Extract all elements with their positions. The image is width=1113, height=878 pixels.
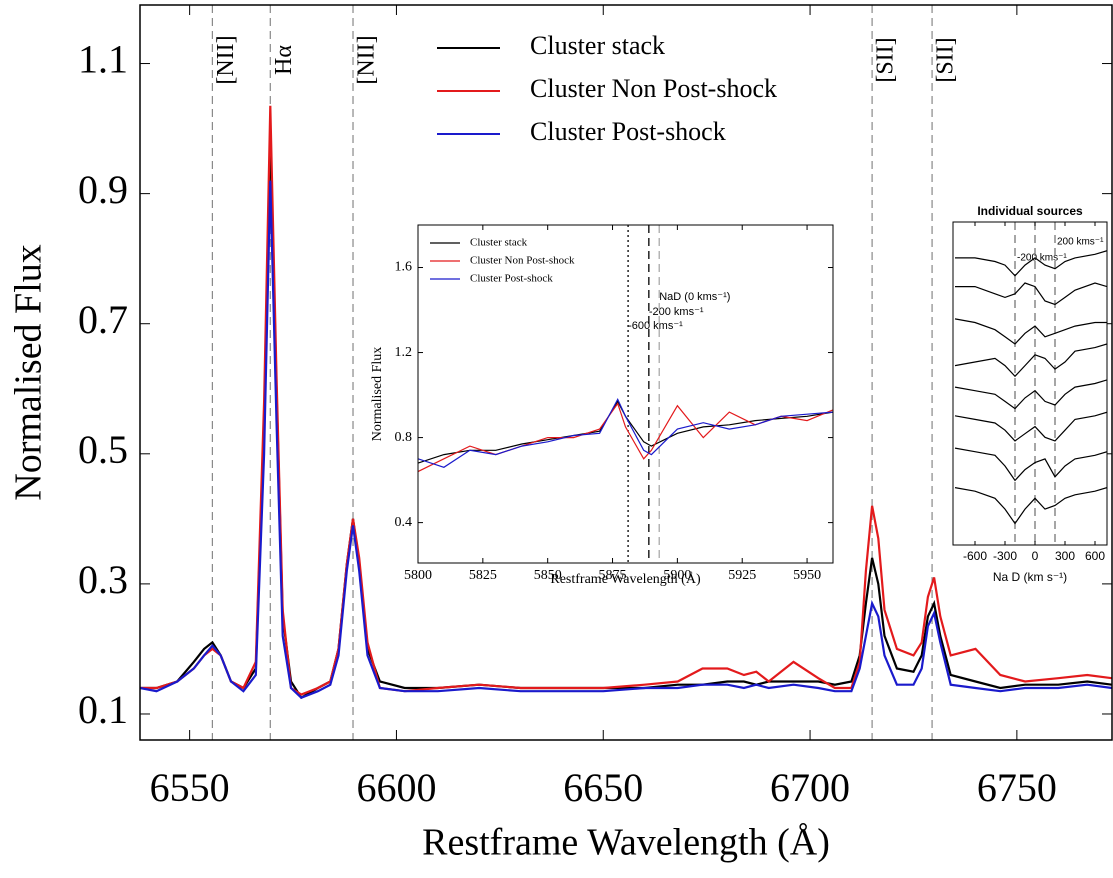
line-label: -200 kms⁻¹ bbox=[649, 306, 704, 318]
axes-frame bbox=[952, 221, 1108, 546]
y-tick-label: 0.8 bbox=[395, 430, 413, 445]
x-tick-label: 5950 bbox=[793, 568, 821, 583]
x-tick-label: 6650 bbox=[563, 765, 643, 810]
line-label: [NII] bbox=[213, 35, 239, 84]
series-line bbox=[955, 282, 1107, 306]
y-tick-label: 0.9 bbox=[78, 167, 128, 212]
legend-label: Cluster Non Post-shock bbox=[470, 255, 575, 267]
series-line bbox=[954, 318, 1107, 345]
y-tick-label: 0.5 bbox=[78, 427, 128, 472]
chart-0: [NII] Hα [NII] [SII] [SII] 6550 6600 6650 6700 67… bbox=[8, 4, 1113, 864]
x-tick-label: 300 bbox=[1055, 549, 1075, 563]
legend-label: Cluster stack bbox=[530, 31, 665, 60]
legend-label: Cluster Non Post-shock bbox=[530, 74, 777, 103]
y-tick-label: 0.4 bbox=[395, 515, 413, 530]
plot-background bbox=[953, 222, 1107, 545]
x-tick-label: 6750 bbox=[977, 765, 1057, 810]
line-label: [SII] bbox=[933, 37, 959, 82]
x-tick-label: -300 bbox=[993, 549, 1017, 563]
y-tick-label: 0.1 bbox=[78, 687, 128, 732]
x-tick-label: 5800 bbox=[404, 568, 432, 583]
legend-label: Cluster Post-shock bbox=[530, 117, 726, 146]
axes-frame bbox=[139, 4, 1113, 741]
chart-1: -600 kms⁻¹ -200 kms⁻¹ NaD (0 kms⁻¹) 5800 582… bbox=[370, 224, 834, 587]
chart-2: -200 kms⁻¹ 200 kms⁻¹ -600 -300 0 300 600 Na D (… bbox=[952, 204, 1108, 584]
y-axis-label: Normalised Flux bbox=[370, 347, 385, 442]
plot-background bbox=[418, 225, 833, 563]
series-line bbox=[955, 250, 1107, 277]
x-tick-label: 5850 bbox=[534, 568, 562, 583]
line-label: -200 kms⁻¹ bbox=[1017, 253, 1067, 264]
line-label: 200 kms⁻¹ bbox=[1057, 237, 1104, 248]
series-line bbox=[954, 411, 1107, 442]
series-line bbox=[954, 343, 1107, 378]
series-line bbox=[954, 447, 1107, 482]
y-tick-label: 1.2 bbox=[395, 345, 413, 360]
series-line bbox=[418, 397, 833, 468]
x-axis-label: Restframe Wavelength (Å) bbox=[422, 822, 830, 864]
line-label: -600 kms⁻¹ bbox=[628, 320, 683, 332]
legend-label: Cluster Post-shock bbox=[470, 273, 553, 285]
line-label: Hα bbox=[271, 45, 297, 75]
axes-frame bbox=[417, 224, 834, 564]
x-tick-label: 6700 bbox=[770, 765, 850, 810]
line-label: NaD (0 kms⁻¹) bbox=[659, 291, 730, 303]
x-tick-label: 5825 bbox=[469, 568, 497, 583]
x-tick-label: 5900 bbox=[663, 568, 691, 583]
series-line bbox=[954, 379, 1107, 410]
x-tick-label: 600 bbox=[1085, 549, 1105, 563]
x-tick-label: -600 bbox=[963, 549, 987, 563]
x-tick-label: 0 bbox=[1032, 549, 1039, 563]
x-tick-label: 6600 bbox=[356, 765, 436, 810]
x-tick-label: 5875 bbox=[599, 568, 627, 583]
series-line bbox=[140, 180, 1112, 699]
y-tick-label: 1.6 bbox=[395, 260, 413, 275]
x-tick-label: 6550 bbox=[150, 765, 230, 810]
x-axis-label: Na D (km s⁻¹) bbox=[993, 570, 1067, 584]
y-tick-label: 1.1 bbox=[78, 37, 128, 82]
y-tick-label: 0.3 bbox=[78, 557, 128, 602]
line-label: [NII] bbox=[354, 35, 380, 84]
y-tick-label: 0.7 bbox=[78, 297, 128, 342]
y-axis-label: Normalised Flux bbox=[8, 244, 50, 500]
x-axis-label: Restframe Wavelength (Å) bbox=[550, 571, 701, 587]
series-line bbox=[954, 487, 1107, 525]
line-label: [SII] bbox=[873, 37, 899, 82]
legend-label: Cluster stack bbox=[470, 237, 528, 249]
chart-title: Individual sources bbox=[977, 204, 1083, 218]
series-line bbox=[140, 105, 1112, 696]
x-tick-label: 5925 bbox=[728, 568, 756, 583]
